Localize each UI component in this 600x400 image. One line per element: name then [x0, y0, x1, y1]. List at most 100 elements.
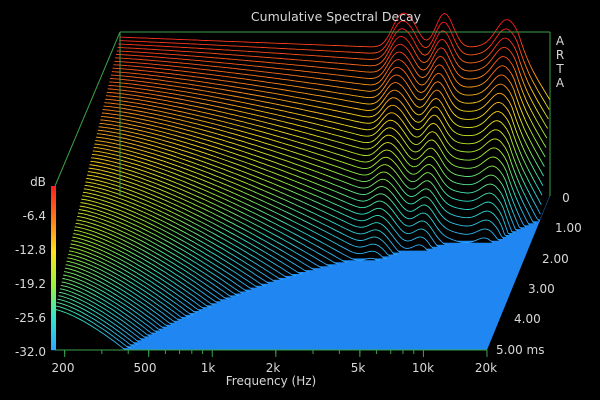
decay-curve-segment: [233, 95, 237, 97]
decay-curve-segment: [131, 139, 135, 142]
decay-curve-segment: [485, 100, 490, 105]
decay-curve-segment: [308, 87, 312, 90]
decay-curve-segment: [203, 129, 207, 132]
decay-curve-segment: [335, 216, 339, 219]
decay-curve-segment: [225, 189, 229, 192]
decay-curve-segment: [474, 198, 478, 201]
decay-curve-segment: [443, 48, 447, 53]
decay-curve-segment: [363, 232, 367, 235]
decay-curve-segment: [286, 211, 290, 215]
decay-curve-segment: [360, 134, 364, 137]
decay-curve-segment: [524, 195, 529, 203]
decay-curve-segment: [367, 198, 371, 201]
decay-curve-segment: [257, 166, 261, 169]
decay-curve-segment: [435, 64, 440, 67]
decay-curve-segment: [393, 195, 398, 200]
decay-curve-segment: [249, 215, 253, 218]
decay-curve-segment: [248, 93, 252, 95]
decay-curve-segment: [399, 169, 404, 174]
decay-curve-segment: [417, 98, 421, 101]
decay-curve-segment: [530, 97, 534, 104]
decay-curve-segment: [200, 81, 204, 83]
decay-curve-segment: [384, 194, 388, 198]
decay-curve-segment: [98, 165, 102, 168]
decay-curve-segment: [459, 150, 463, 152]
decay-curve-segment: [391, 47, 396, 52]
decay-curve-segment: [212, 127, 216, 130]
decay-curve-segment: [525, 186, 530, 193]
decay-curve-segment: [146, 151, 151, 154]
decay-curve-segment: [304, 196, 308, 199]
decay-curve-segment: [494, 225, 499, 230]
decay-curve-segment: [309, 180, 313, 183]
decay-curve-segment: [508, 188, 512, 198]
decay-curve-segment: [218, 110, 222, 113]
decay-curve-segment: [485, 166, 489, 170]
decay-curve-segment: [486, 38, 491, 42]
decay-curve-segment: [412, 19, 416, 26]
decay-curve-segment: [263, 184, 267, 187]
decay-curve-segment: [224, 159, 228, 162]
decay-curve-segment: [139, 129, 143, 132]
decay-curve-segment: [473, 182, 477, 185]
decay-curve-segment: [300, 142, 304, 145]
decay-curve-segment: [452, 156, 456, 159]
decay-curve-segment: [341, 213, 345, 216]
decay-curve-segment: [342, 233, 346, 236]
decay-curve-segment: [298, 193, 302, 197]
decay-curve-segment: [149, 112, 153, 115]
decay-curve-segment: [402, 198, 407, 203]
decay-curve-segment: [445, 129, 449, 135]
decay-curve-segment: [295, 152, 299, 155]
decay-curve-segment: [322, 131, 326, 133]
decay-curve-segment: [134, 151, 138, 154]
decay-curve-segment: [144, 119, 148, 122]
decay-curve-segment: [200, 192, 204, 195]
decay-curve-segment: [318, 118, 322, 120]
decay-curve-segment: [397, 131, 401, 136]
decay-curve-segment: [457, 108, 461, 111]
decay-curve-segment: [403, 70, 408, 75]
decay-curve-segment: [216, 204, 220, 208]
decay-curve-segment: [178, 192, 182, 195]
decay-curve-segment: [285, 182, 289, 185]
decay-curve-segment: [442, 86, 447, 92]
decay-curve-segment: [300, 224, 304, 227]
decay-curve-segment: [279, 180, 283, 183]
decay-curve-segment: [313, 152, 317, 155]
decay-curve-segment: [332, 164, 337, 167]
decay-curve-segment: [244, 116, 248, 119]
decay-curve-segment: [506, 171, 510, 181]
decay-curve-segment: [218, 97, 222, 99]
decay-curve-segment: [202, 133, 206, 136]
decay-curve-segment: [228, 210, 232, 213]
decay-curve-segment: [540, 170, 544, 177]
decay-curve-segment: [379, 130, 384, 135]
decay-curve-segment: [499, 170, 504, 176]
decay-curve-segment: [112, 128, 116, 130]
decay-curve-segment: [388, 157, 392, 160]
decay-curve-segment: [229, 185, 233, 188]
decay-curve-segment: [510, 83, 515, 90]
decay-curve-segment: [499, 131, 504, 135]
decay-curve-segment: [236, 199, 240, 202]
decay-curve-segment: [239, 160, 244, 162]
decay-curve-segment: [204, 107, 208, 110]
decay-curve-segment: [200, 142, 204, 145]
decay-curve-segment: [409, 16, 413, 21]
decay-curve-segment: [289, 213, 293, 216]
decay-curve-segment: [110, 138, 114, 141]
decay-curve-segment: [177, 183, 181, 186]
decay-curve-segment: [431, 139, 435, 142]
decay-curve-segment: [424, 60, 428, 64]
decay-curve-segment: [410, 238, 414, 242]
decay-curve-segment: [345, 93, 349, 96]
decay-curve-segment: [329, 103, 333, 105]
decay-curve-segment: [532, 70, 537, 77]
decay-curve-segment: [265, 132, 269, 135]
decay-curve-segment: [175, 114, 180, 116]
decay-curve-segment: [262, 100, 266, 103]
decay-curve-segment: [373, 83, 377, 86]
decay-curve-segment: [397, 217, 402, 222]
decay-curve-segment: [207, 172, 211, 175]
